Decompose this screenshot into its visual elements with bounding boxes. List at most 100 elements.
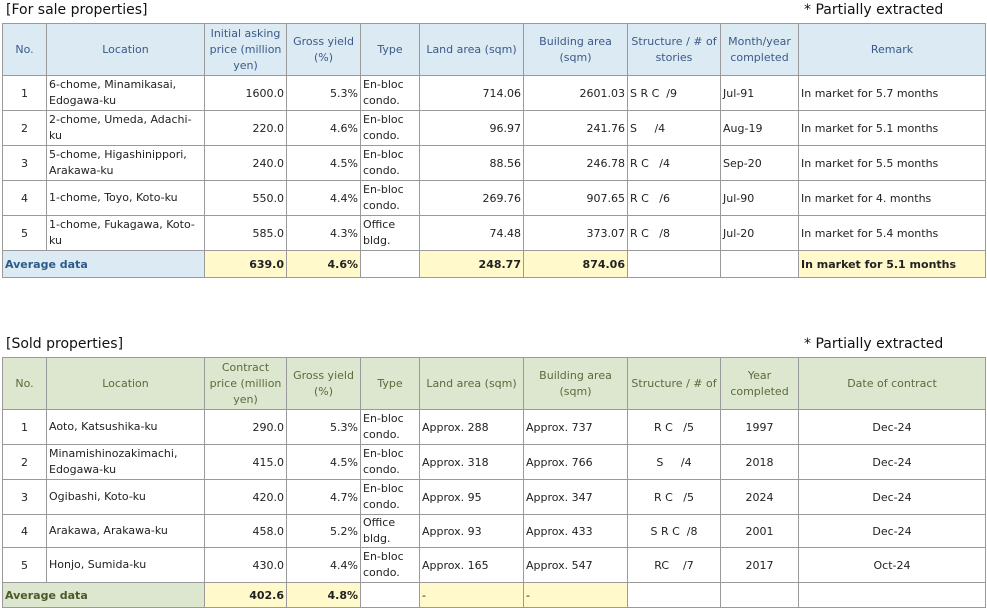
row-yield: 4.6% bbox=[286, 110, 361, 146]
header-land: Land area (sqm) bbox=[419, 357, 524, 410]
row-structure: S R C /8 bbox=[627, 514, 721, 548]
row-location: Honjo, Sumida-ku bbox=[46, 547, 205, 583]
average-building: - bbox=[523, 582, 628, 608]
sold-title: [Sold properties] bbox=[6, 336, 124, 352]
row-type: En-bloc condo. bbox=[360, 180, 420, 216]
row-location: 1-chome, Fukagawa, Koto-ku bbox=[46, 215, 205, 251]
row-completed: Jul-20 bbox=[720, 215, 799, 251]
row-land: Approx. 318 bbox=[419, 444, 524, 480]
header-date: Date of contract bbox=[798, 357, 986, 410]
header-type: Type bbox=[360, 357, 420, 410]
row-type: En-bloc condo. bbox=[360, 444, 420, 480]
row-land: 269.76 bbox=[419, 180, 524, 216]
header-type: Type bbox=[360, 23, 420, 76]
row-price: 220.0 bbox=[204, 110, 287, 146]
row-land: Approx. 288 bbox=[419, 409, 524, 445]
header-price: Initial asking price (million yen) bbox=[204, 23, 287, 76]
header-completed: Month/year completed bbox=[720, 23, 799, 76]
table-row: 5 Honjo, Sumida-ku 430.0 4.4% En-bloc co… bbox=[2, 547, 986, 583]
average-yield: 4.6% bbox=[286, 250, 361, 278]
row-remark: In market for 5.5 months bbox=[798, 145, 986, 181]
average-land: - bbox=[419, 582, 524, 608]
table-row: 3 5-chome, Higashinippori, Arakawa-ku 24… bbox=[2, 145, 986, 181]
row-no: 2 bbox=[2, 444, 47, 480]
row-yield: 5.3% bbox=[286, 75, 361, 111]
row-type: En-bloc condo. bbox=[360, 409, 420, 445]
sold-table: No. Location Contract price (million yen… bbox=[2, 357, 986, 608]
row-price: 550.0 bbox=[204, 180, 287, 216]
row-location: 5-chome, Higashinippori, Arakawa-ku bbox=[46, 145, 205, 181]
row-building: Approx. 347 bbox=[523, 479, 628, 515]
for-sale-title: [For sale properties] bbox=[6, 2, 148, 18]
row-land: 74.48 bbox=[419, 215, 524, 251]
row-building: Approx. 547 bbox=[523, 547, 628, 583]
row-location: Minamishinozakimachi, Edogawa-ku bbox=[46, 444, 205, 480]
table-row: 4 1-chome, Toyo, Koto-ku 550.0 4.4% En-b… bbox=[2, 180, 986, 216]
row-date: Dec-24 bbox=[798, 514, 986, 548]
row-no: 4 bbox=[2, 514, 47, 548]
row-completed: Sep-20 bbox=[720, 145, 799, 181]
row-land: 88.56 bbox=[419, 145, 524, 181]
row-building: 241.76 bbox=[523, 110, 628, 146]
row-price: 458.0 bbox=[204, 514, 287, 548]
average-completed-empty bbox=[720, 582, 799, 608]
row-remark: In market for 4. months bbox=[798, 180, 986, 216]
row-no: 3 bbox=[2, 145, 47, 181]
average-row: Average data 402.6 4.8% - - bbox=[2, 582, 986, 608]
row-building: 373.07 bbox=[523, 215, 628, 251]
row-yield: 4.5% bbox=[286, 145, 361, 181]
average-completed-empty bbox=[720, 250, 799, 278]
average-price: 402.6 bbox=[204, 582, 287, 608]
table-row: 1 Aoto, Katsushika-ku 290.0 5.3% En-bloc… bbox=[2, 409, 986, 445]
row-type: En-bloc condo. bbox=[360, 145, 420, 181]
row-yield: 4.4% bbox=[286, 547, 361, 583]
average-label: Average data bbox=[2, 582, 205, 608]
row-date: Dec-24 bbox=[798, 409, 986, 445]
header-price: Contract price (million yen) bbox=[204, 357, 287, 410]
table-row: 3 Ogibashi, Koto-ku 420.0 4.7% En-bloc c… bbox=[2, 479, 986, 515]
row-completed: 2018 bbox=[720, 444, 799, 480]
row-completed: 2001 bbox=[720, 514, 799, 548]
row-price: 290.0 bbox=[204, 409, 287, 445]
row-date: Dec-24 bbox=[798, 444, 986, 480]
header-location: Location bbox=[46, 23, 205, 76]
table-row: 2 2-chome, Umeda, Adachi-ku 220.0 4.6% E… bbox=[2, 110, 986, 146]
average-building: 874.06 bbox=[523, 250, 628, 278]
table-row: 4 Arakawa, Arakawa-ku 458.0 5.2% Office … bbox=[2, 514, 986, 548]
row-completed: 2024 bbox=[720, 479, 799, 515]
row-price: 585.0 bbox=[204, 215, 287, 251]
row-no: 4 bbox=[2, 180, 47, 216]
row-location: Ogibashi, Koto-ku bbox=[46, 479, 205, 515]
row-completed: Aug-19 bbox=[720, 110, 799, 146]
row-structure: R C /8 bbox=[627, 215, 721, 251]
average-label: Average data bbox=[2, 250, 205, 278]
row-yield: 5.2% bbox=[286, 514, 361, 548]
average-land: 248.77 bbox=[419, 250, 524, 278]
row-land: Approx. 93 bbox=[419, 514, 524, 548]
row-building: 2601.03 bbox=[523, 75, 628, 111]
header-land: Land area (sqm) bbox=[419, 23, 524, 76]
header-remark: Remark bbox=[798, 23, 986, 76]
row-building: Approx. 766 bbox=[523, 444, 628, 480]
row-remark: In market for 5.4 months bbox=[798, 215, 986, 251]
row-no: 3 bbox=[2, 479, 47, 515]
row-structure: R C /5 bbox=[627, 409, 721, 445]
average-date-empty bbox=[798, 582, 986, 608]
table-row: 2 Minamishinozakimachi, Edogawa-ku 415.0… bbox=[2, 444, 986, 480]
row-no: 1 bbox=[2, 409, 47, 445]
average-structure-empty bbox=[627, 250, 721, 278]
row-yield: 4.3% bbox=[286, 215, 361, 251]
header-yield: Gross yield (%) bbox=[286, 23, 361, 76]
average-structure-empty bbox=[627, 582, 721, 608]
row-building: Approx. 433 bbox=[523, 514, 628, 548]
row-type: En-bloc condo. bbox=[360, 547, 420, 583]
row-structure: RC /7 bbox=[627, 547, 721, 583]
header-yield: Gross yield (%) bbox=[286, 357, 361, 410]
row-building: Approx. 737 bbox=[523, 409, 628, 445]
header-building: Building area (sqm) bbox=[523, 357, 628, 410]
row-price: 430.0 bbox=[204, 547, 287, 583]
row-structure: R C /4 bbox=[627, 145, 721, 181]
table-header-row: No. Location Initial asking price (milli… bbox=[2, 23, 986, 76]
row-no: 2 bbox=[2, 110, 47, 146]
header-no: No. bbox=[2, 23, 47, 76]
